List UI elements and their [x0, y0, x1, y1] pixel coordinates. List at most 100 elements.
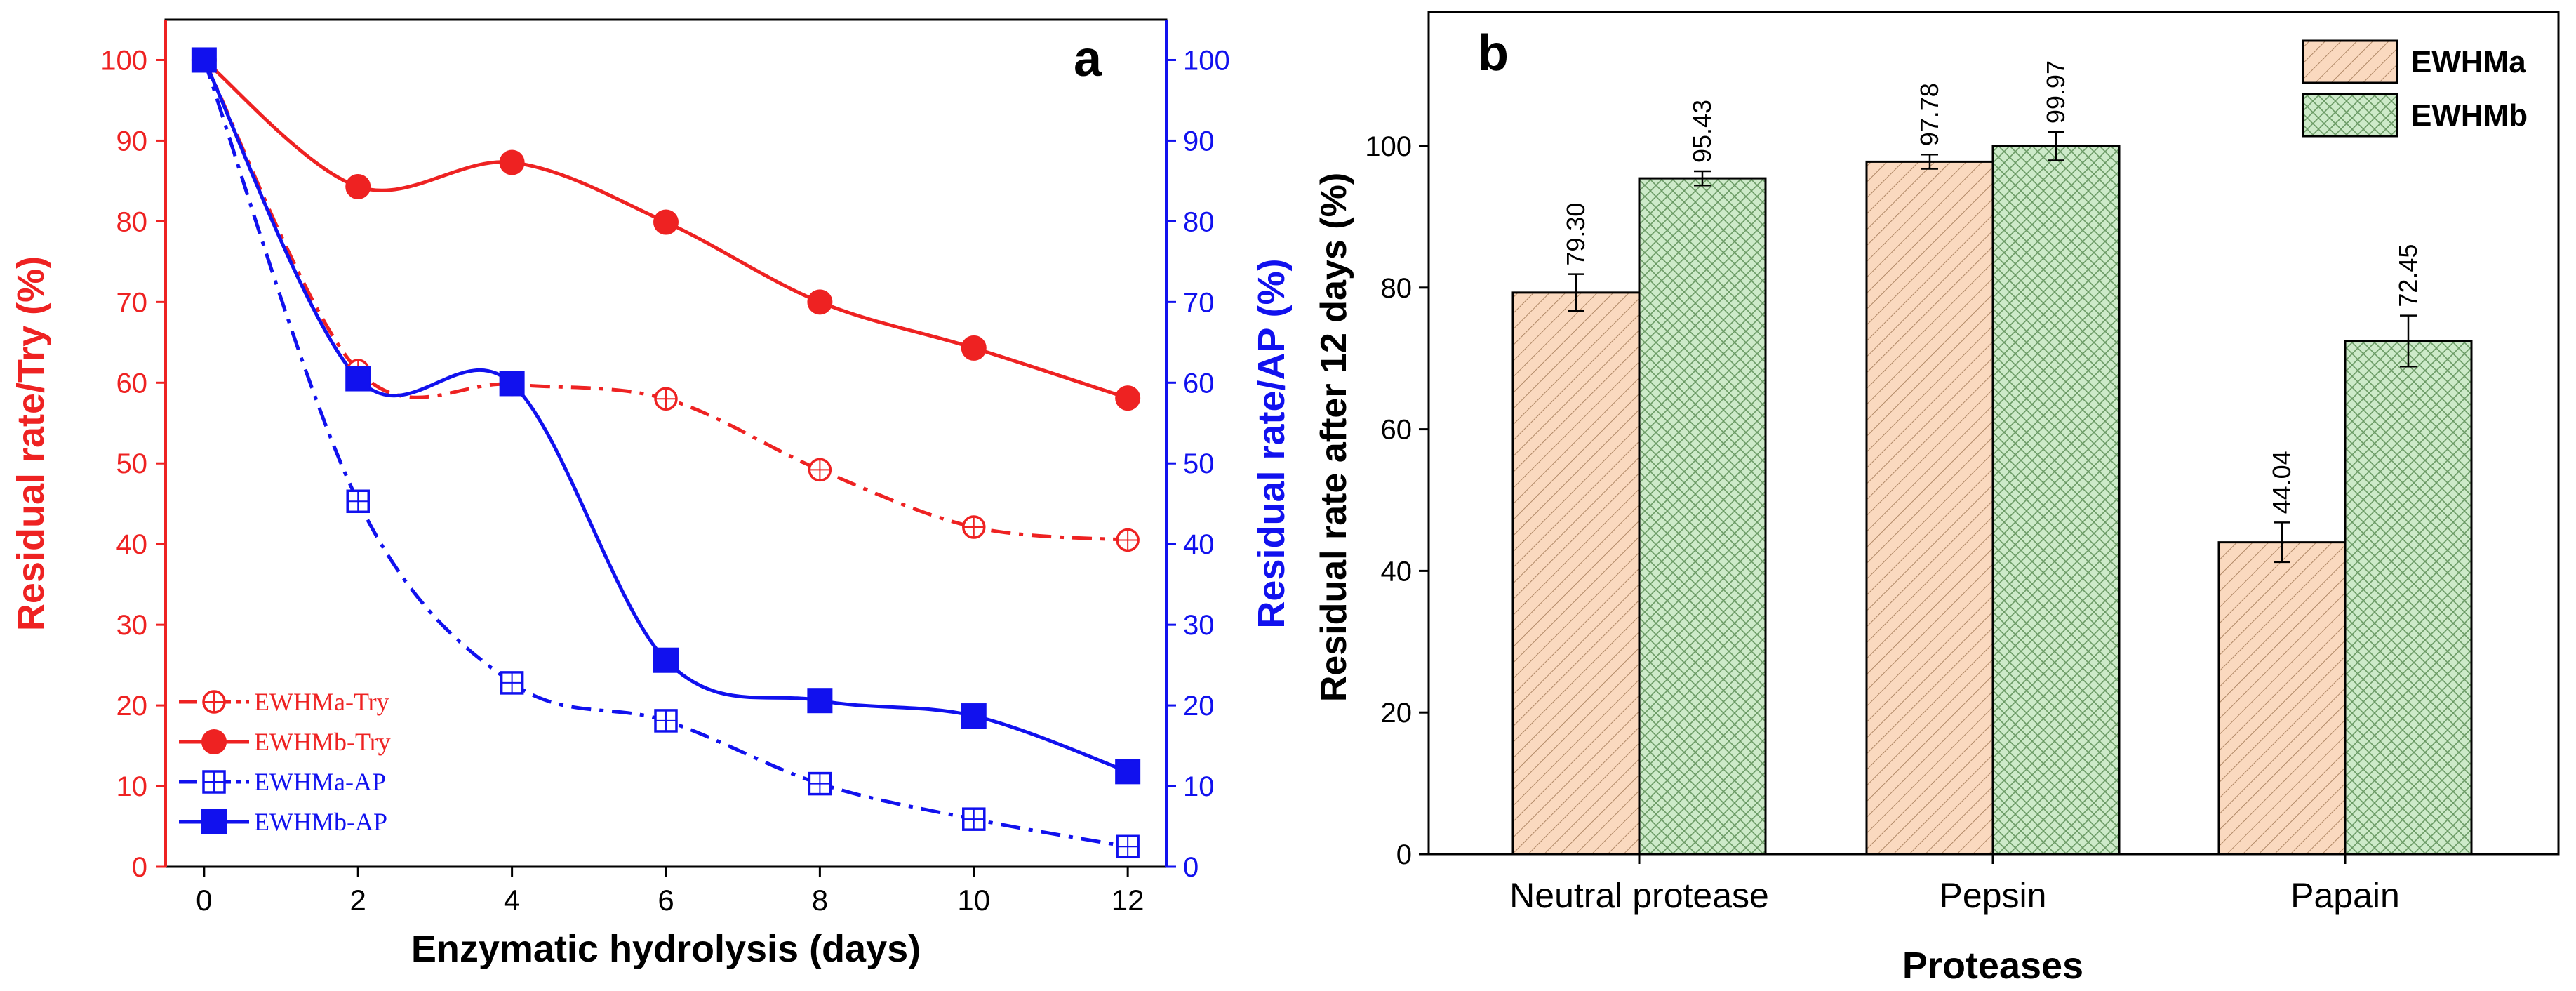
- bar-ewhma-neutral-protease: [1511, 291, 1641, 856]
- panel-b-y-tick-label: 100: [1365, 131, 1412, 162]
- panel-a-right-tick-label: 90: [1183, 126, 1215, 157]
- data-point-ewhmb-ap: [191, 47, 217, 73]
- category-label-neutral-protease: Neutral protease: [1509, 876, 1769, 915]
- category-label-pepsin: Pepsin: [1940, 876, 2047, 915]
- data-label: 79.30: [1561, 203, 1590, 266]
- bar-ewhma-papain: [2217, 541, 2347, 856]
- error-bar: [1921, 154, 1938, 170]
- legend-swatch-ewhma: [2302, 39, 2398, 84]
- data-point-ewhmb-ap: [807, 688, 833, 714]
- panel-a-left-tick-label: 90: [116, 126, 148, 157]
- panel-a-left-axis-title: Residual rate/Try (%): [10, 256, 52, 631]
- legend-marker-ewhma-try: [202, 690, 226, 714]
- data-point-ewhmb-try: [961, 335, 987, 361]
- legend-marker-ewhma-ap: [202, 770, 226, 794]
- panel-a-right-tick-label: 100: [1183, 45, 1230, 76]
- data-point-ewhma-try: [1116, 528, 1140, 552]
- data-label: 99.97: [2041, 60, 2070, 124]
- panel-a-right-tick-label: 20: [1183, 691, 1215, 721]
- data-label: 72.45: [2394, 244, 2422, 307]
- panel-a-x-tick-label: 8: [812, 884, 828, 917]
- bar-ewhmb-papain: [2344, 340, 2473, 856]
- panel-a-right-tick-label: 0: [1183, 852, 1199, 883]
- category-label-papain: Papain: [2290, 876, 2400, 915]
- data-point-ewhmb-ap: [1115, 759, 1141, 785]
- legend-label-ewhma: EWHMa: [2411, 45, 2526, 79]
- panel-a-left-tick-label: 0: [132, 852, 147, 883]
- legend-label-ewhma-ap: EWHMa-AP: [254, 768, 386, 796]
- data-point-ewhmb-ap: [653, 647, 679, 673]
- legend-label-ewhmb-ap: EWHMb-AP: [254, 808, 387, 836]
- data-point-ewhma-ap: [808, 771, 832, 796]
- panel-a-x-tick-label: 0: [196, 884, 212, 917]
- data-point-ewhmb-try: [1115, 385, 1141, 411]
- data-point-ewhmb-ap: [345, 366, 371, 392]
- data-point-ewhma-ap: [500, 671, 524, 695]
- data-point-ewhmb-try: [345, 173, 371, 199]
- legend-marker-ewhmb-ap: [201, 809, 227, 834]
- panel-a-x-tick-label: 2: [350, 884, 366, 917]
- data-point-ewhma-ap: [654, 709, 678, 733]
- panel-a-left-tick-label: 20: [116, 691, 148, 721]
- series-line-ewhma-try: [202, 59, 1128, 542]
- panel-a-right-tick-label: 50: [1183, 448, 1215, 479]
- panel-b-y-axis-title: Residual rate after 12 days (%): [1314, 173, 1354, 702]
- panel-b-y-tick-label: 60: [1381, 415, 1413, 446]
- panel-b-y-tick-label: 0: [1396, 839, 1412, 870]
- panel-b-y-tick-label: 80: [1381, 273, 1413, 304]
- panel-a-right-tick-label: 30: [1183, 610, 1215, 641]
- panel-a-right-axis-title: Residual rate/AP (%): [1250, 258, 1293, 628]
- panel-b-x-axis-title: Proteases: [1902, 945, 2083, 987]
- data-point-ewhmb-try: [807, 289, 833, 315]
- data-point-ewhma-try: [962, 515, 986, 539]
- legend-label-ewhmb: EWHMb: [2411, 98, 2528, 133]
- panel-a-x-tick-label: 10: [957, 884, 990, 917]
- data-label: 97.78: [1915, 83, 1944, 146]
- data-point-ewhma-ap: [962, 807, 986, 831]
- panel-a-left-tick-label: 50: [116, 448, 148, 479]
- panel-a-right-tick-label: 70: [1183, 287, 1215, 318]
- panel-a-left-tick-label: 40: [116, 529, 148, 560]
- panel-b-y-tick-label: 20: [1381, 698, 1413, 729]
- legend-marker-ewhmb-try: [201, 729, 227, 754]
- data-point-ewhmb-try: [499, 149, 525, 175]
- data-point-ewhma-ap: [346, 489, 370, 514]
- panel-a-left-tick-label: 30: [116, 610, 148, 641]
- panel-a-left-tick-label: 60: [116, 368, 148, 399]
- panel-a-x-tick-label: 6: [658, 884, 674, 917]
- data-label: 95.43: [1688, 100, 1716, 163]
- panel-a-left-tick-label: 70: [116, 287, 148, 318]
- panel-a-right-tick-label: 40: [1183, 529, 1215, 560]
- series-line-ewhmb-ap: [202, 59, 1129, 773]
- data-point-ewhmb-ap: [499, 371, 525, 397]
- panel-a-right-tick-label: 80: [1183, 206, 1215, 237]
- panel-a-left-tick-label: 10: [116, 771, 148, 802]
- error-bar: [2048, 131, 2064, 161]
- data-point-ewhma-ap: [1116, 834, 1140, 859]
- bar-ewhmb-pepsin: [1991, 145, 2121, 856]
- bar-ewhmb-neutral-protease: [1638, 177, 1767, 856]
- error-bar: [2400, 314, 2417, 368]
- data-label: 44.04: [2267, 451, 2296, 514]
- legend-label-ewhmb-try: EWHMb-Try: [254, 728, 391, 756]
- error-bar: [2274, 521, 2290, 564]
- panel-a-label: a: [1074, 31, 1102, 87]
- panel-a-left-tick-label: 100: [100, 45, 147, 76]
- error-bar: [1694, 170, 1711, 187]
- panel-b-bar-chart: 0 20 40 60 80 100 Neutral protease Pepsin Papai…: [1314, 11, 2560, 987]
- error-bar: [1568, 273, 1584, 312]
- panel-a-line-chart: 0 2 4 6 8 10 12 0 10 20 30 40 50 60 70 80 90 100 0 10 20 30…: [10, 18, 1293, 970]
- bar-ewhma-pepsin: [1865, 160, 1994, 856]
- panel-a-left-tick-label: 80: [116, 206, 148, 237]
- panel-b-label: b: [1478, 25, 1509, 81]
- panel-b-y-tick-label: 40: [1381, 556, 1413, 587]
- data-point-ewhma-try: [654, 387, 678, 411]
- data-point-ewhmb-try: [653, 209, 679, 235]
- data-point-ewhmb-ap: [961, 703, 987, 729]
- panel-a-x-tick-label: 12: [1112, 884, 1144, 917]
- panel-a-x-tick-label: 4: [504, 884, 520, 917]
- panel-a-right-tick-label: 10: [1183, 771, 1215, 802]
- legend-label-ewhma-try: EWHMa-Try: [254, 688, 389, 716]
- panel-a-right-tick-label: 60: [1183, 368, 1215, 399]
